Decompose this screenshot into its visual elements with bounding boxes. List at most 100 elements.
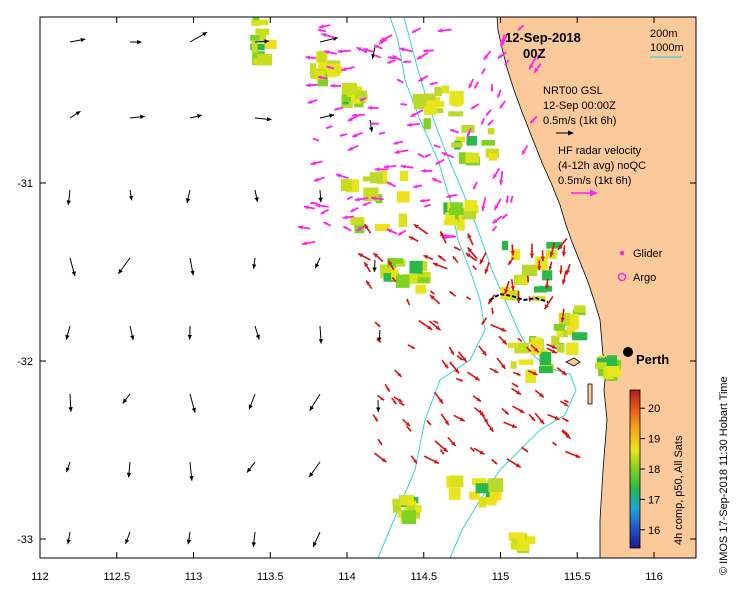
sst-cell	[606, 366, 620, 373]
hf-arrow	[480, 317, 488, 326]
hf-arrow	[517, 337, 523, 343]
hf-arrow	[510, 279, 515, 291]
model-arrow	[248, 393, 256, 410]
sst-cell	[462, 211, 477, 220]
radar-arrow	[373, 54, 382, 59]
sst-cell	[465, 152, 480, 163]
hf-arrow	[545, 278, 549, 289]
glider-legend-icon	[619, 250, 625, 256]
model-arrow	[185, 189, 191, 204]
sst-cell	[448, 208, 464, 216]
radar-arrow	[481, 197, 487, 211]
model-arrow	[251, 531, 257, 547]
hf-arrow	[406, 298, 411, 306]
hf-arrow	[479, 252, 487, 265]
model-arrow	[254, 116, 272, 122]
hf-arrow	[466, 296, 472, 301]
radar-arrow	[509, 195, 514, 203]
sst-cell	[395, 258, 404, 264]
radar-arrow	[330, 83, 341, 88]
sst-cell	[399, 170, 409, 182]
hf-arrow	[466, 371, 481, 381]
model-arrow	[129, 114, 145, 120]
model-current-arrows	[65, 31, 382, 548]
hf-radar-arrows	[357, 223, 581, 469]
sst-cell	[392, 499, 402, 513]
hf-arrow	[496, 357, 507, 370]
radar-arrow	[373, 44, 383, 50]
sst-cell	[341, 82, 357, 95]
model-legend-time: 12-Sep 00:00Z	[543, 100, 616, 112]
sst-cell	[369, 172, 383, 184]
radar-arrow	[423, 203, 431, 208]
hf-arrow	[546, 347, 558, 354]
sst-cell	[518, 359, 534, 365]
hf-arrow	[453, 414, 466, 422]
hf-arrow	[561, 270, 567, 285]
sst-cell	[566, 342, 579, 356]
hf-arrow	[372, 252, 384, 263]
sst-cell	[412, 93, 424, 104]
garden-island	[587, 383, 593, 405]
radar-arrow	[470, 103, 480, 110]
sst-cell	[533, 286, 547, 293]
radar-arrow	[468, 78, 475, 89]
sst-cell	[417, 277, 430, 283]
sst-cell	[488, 152, 497, 161]
sst-cell	[362, 176, 372, 182]
radar-arrow	[317, 28, 326, 33]
model-legend-scale: 0.5m/s (1kt 6h)	[543, 115, 616, 127]
model-arrow	[129, 325, 135, 341]
sst-cell	[379, 170, 388, 179]
model-arrow	[252, 257, 257, 269]
sst-cell	[461, 125, 475, 133]
sst-cell	[396, 191, 410, 203]
radar-arrow	[310, 160, 323, 166]
sst-cell	[391, 269, 399, 281]
sst-cell	[485, 499, 497, 506]
sst-cell	[516, 533, 525, 541]
radar-arrow	[433, 144, 441, 149]
sst-cell	[354, 220, 365, 234]
radar-arrow	[446, 193, 458, 199]
sst-cell	[487, 128, 495, 135]
hf-arrow	[491, 307, 494, 315]
radar-arrow	[350, 206, 359, 213]
hf-arrow	[384, 383, 391, 393]
radar-arrow	[317, 75, 328, 80]
sst-cell	[551, 335, 560, 346]
sst-cell	[317, 72, 329, 87]
radar-arrow	[480, 117, 485, 125]
radar-arrow	[301, 240, 316, 246]
hf-arrow	[511, 382, 519, 388]
sst-cell	[449, 90, 464, 105]
sst-cell	[251, 20, 261, 26]
radar-legend-line2: (4-12h avg) noQC	[558, 160, 646, 172]
argo-legend-label: Argo	[633, 272, 656, 284]
model-arrow	[314, 257, 321, 269]
sst-cell	[517, 538, 527, 551]
model-arrow	[69, 257, 76, 277]
contour-200m	[403, 16, 577, 559]
x-tick-label: 113.5	[257, 571, 284, 583]
hf-arrow	[527, 369, 538, 376]
hf-arrow	[561, 417, 569, 423]
sst-cell	[469, 491, 480, 500]
hf-arrow	[559, 265, 563, 275]
sst-cell	[431, 101, 445, 107]
hf-arrow	[429, 290, 435, 295]
radar-arrow	[504, 59, 510, 66]
hf-arrow	[469, 446, 475, 452]
hf-arrow	[357, 252, 371, 261]
hf-arrow	[506, 458, 522, 469]
model-legend-arrow	[556, 130, 574, 136]
hf-arrow	[512, 405, 525, 414]
radar-arrow	[417, 153, 425, 158]
x-tick-label: 115.5	[564, 571, 591, 583]
hf-arrow	[559, 400, 569, 407]
x-tick-label: 114	[338, 571, 356, 583]
model-arrow	[319, 113, 335, 119]
bathymetry-contours	[377, 16, 577, 559]
colorbar-tick-label: 16	[648, 525, 660, 537]
sst-cell	[259, 30, 267, 44]
